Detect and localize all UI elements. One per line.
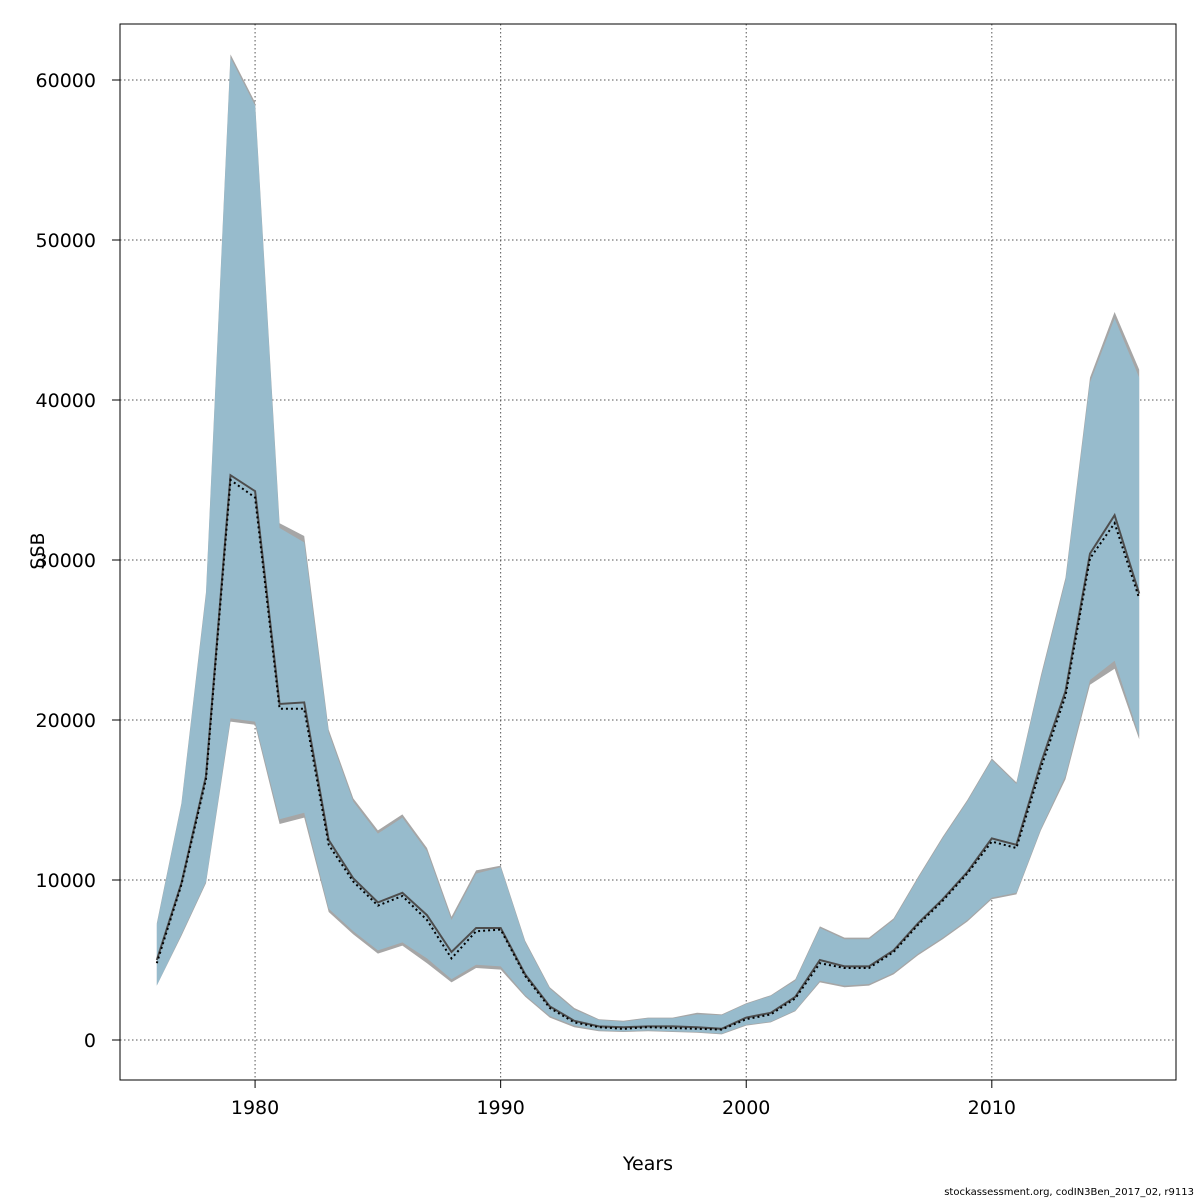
x-axis-title: Years [622, 1153, 673, 1175]
confidence-bands [156, 54, 1140, 1035]
series-lines [155, 473, 1141, 1031]
y-tick-label: 20000 [36, 710, 96, 732]
confidence-band [156, 57, 1140, 1034]
x-tick-label: 1980 [231, 1097, 279, 1119]
y-tick-label: 0 [84, 1030, 96, 1052]
y-tick-label: 10000 [36, 870, 96, 892]
y-tick-label: 40000 [36, 390, 96, 412]
series-line [155, 478, 1141, 1031]
x-tick-label: 2000 [722, 1097, 770, 1119]
y-tick-label: 50000 [36, 230, 96, 252]
axes: 1980 1990 2000 2010 0 10000 20000 30000 40000 500… [36, 23, 1177, 1119]
y-axis-title: SSB [27, 532, 49, 569]
footer-credit: stockassessment.org, codIN3Ben_2017_02, … [944, 1187, 1194, 1198]
x-tick-label: 2010 [968, 1097, 1016, 1119]
x-tick-label: 1990 [476, 1097, 524, 1119]
plot-frame [119, 23, 1177, 1081]
y-tick-label: 30000 [36, 550, 96, 572]
y-tick-label: 60000 [36, 70, 96, 92]
